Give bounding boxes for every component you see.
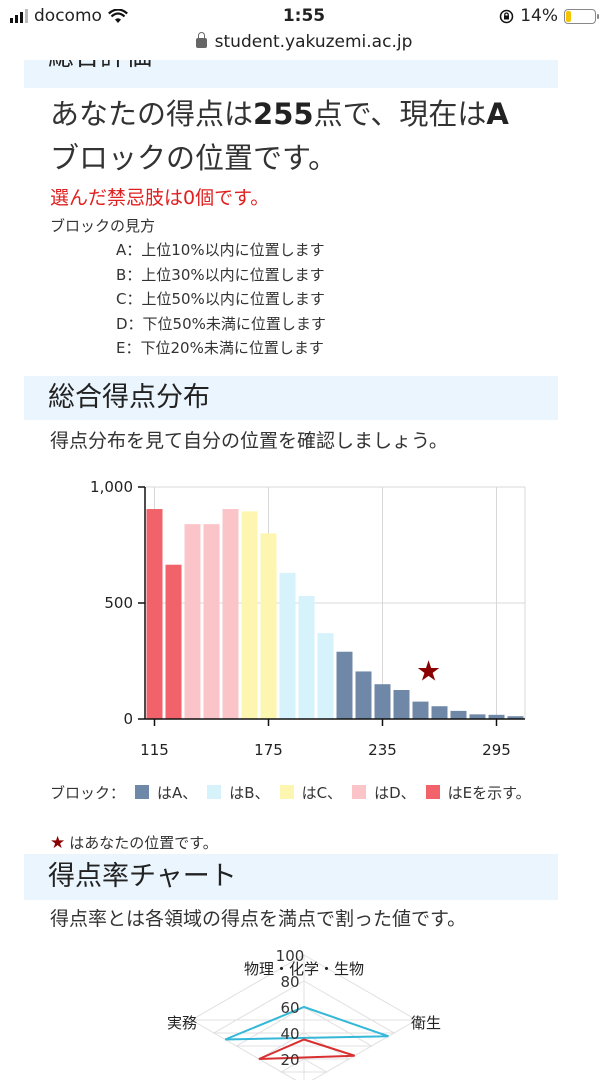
battery-icon <box>564 8 599 24</box>
status-right: 14% <box>499 6 599 26</box>
legend-swatch-b <box>207 785 222 799</box>
block-guide-item: C：上位50%以内に位置します <box>116 290 325 308</box>
legend-swatch-d <box>352 785 367 799</box>
bar <box>279 572 296 719</box>
radar-spoke <box>311 1019 417 1080</box>
block-guide-item: B：上位30%以内に位置します <box>116 265 325 284</box>
lock-icon <box>195 32 207 48</box>
x-tick-label: 295 <box>482 741 511 759</box>
section-title-distribution: 総合得点分布 <box>48 382 210 413</box>
legend-swatch-e <box>425 785 440 799</box>
chart-legend: ブロック： はA、 はB、 はC、 はD、 はEを示す。 <box>50 780 560 806</box>
score-value: 255 <box>253 97 314 131</box>
radar-tick-label: 60 <box>280 999 299 1017</box>
bar <box>184 524 201 719</box>
score-mid: 点で、現在は <box>313 97 487 131</box>
block-guide-list: A：上位10%以内に位置します B：上位30%以内に位置します C：上位50%以… <box>116 238 326 361</box>
bar <box>260 533 277 719</box>
radar-series <box>258 1038 355 1060</box>
block-guide-item: E：下位20%未満に位置します <box>116 339 324 357</box>
section-header-evaluation: 総合評価 <box>24 60 558 88</box>
wifi-icon <box>107 8 128 23</box>
radar-series <box>224 1005 389 1041</box>
bar <box>355 671 372 719</box>
legend-label-e: はEを示す。 <box>447 784 531 802</box>
legend-label-d: はD、 <box>374 784 416 802</box>
radar-axis-label: 実務 <box>167 1014 197 1032</box>
carrier-name: docomo <box>34 6 102 26</box>
url-text[interactable]: student.yakuzemi.ac.jp <box>214 32 413 52</box>
bar <box>241 511 258 719</box>
address-bar[interactable]: student.yakuzemi.ac.jp <box>0 32 608 60</box>
score-summary: あなたの得点は255点で、現在はA ブロックの位置です。 <box>50 92 570 180</box>
star-icon: ★ <box>50 833 66 853</box>
legend-label-b: はB、 <box>229 784 270 802</box>
section-header-ratio: 得点率チャート <box>24 854 558 900</box>
score-suffix: ブロックの位置です。 <box>50 141 338 175</box>
orientation-lock-icon <box>499 9 514 23</box>
section-title-ratio: 得点率チャート <box>48 861 237 892</box>
y-tick-label: 1,000 <box>90 478 133 496</box>
y-tick-label: 500 <box>104 594 133 612</box>
bar <box>393 690 410 719</box>
bar <box>488 714 505 719</box>
block-guide-title: ブロックの見方 <box>50 217 156 235</box>
score-distribution-chart: 0 500 1,000 115 175 235 295 ★ <box>90 478 526 759</box>
battery-percent: 14% <box>520 6 558 26</box>
legend-swatch-c <box>279 785 294 799</box>
block-guide-item: D：下位50%未満に位置します <box>116 314 326 333</box>
radar-axis-label: 衛生 <box>411 1014 441 1032</box>
bar <box>146 509 163 719</box>
bar <box>374 684 391 719</box>
forbidden-count: 選んだ禁忌肢は0個です。 <box>50 187 270 209</box>
y-tick-label: 0 <box>123 710 133 728</box>
legend-swatch-a <box>135 785 150 799</box>
radar-tick-label: 20 <box>280 1051 299 1069</box>
bar <box>222 509 239 719</box>
legend-label-c: はC、 <box>301 784 343 802</box>
x-tick-label: 235 <box>368 741 397 759</box>
legend-prefix: ブロック： <box>50 784 126 802</box>
status-bar: docomo 1:55 14% <box>0 0 608 34</box>
star-note: ★ はあなたの位置です。 <box>50 832 218 853</box>
section-header-distribution: 総合得点分布 <box>24 376 558 420</box>
radar-tick-label: 40 <box>280 1025 299 1043</box>
bar <box>298 596 315 719</box>
section-title-evaluation: 総合評価 <box>48 60 558 70</box>
bar <box>450 710 467 719</box>
radar-spoke <box>191 1019 297 1080</box>
clock: 1:55 <box>282 6 326 26</box>
bar <box>203 524 220 719</box>
bar <box>469 714 486 719</box>
bar <box>507 716 524 719</box>
block-value: A <box>486 97 509 131</box>
ratio-description: 得点率とは各領域の得点を満点で割った値です。 <box>50 908 467 930</box>
x-tick-label: 175 <box>254 741 283 759</box>
bar <box>317 633 334 719</box>
bar <box>431 706 448 719</box>
status-left: docomo <box>10 6 128 26</box>
block-guide-item: A：上位10%以内に位置します <box>116 241 325 259</box>
star-note-text: はあなたの位置です。 <box>69 834 218 852</box>
radar-tick-label: 80 <box>280 973 299 991</box>
position-marker: ★ <box>416 654 441 687</box>
distribution-description: 得点分布を見て自分の位置を確認しましょう。 <box>50 430 448 452</box>
radar-axis-label: 物理・化学・生物 <box>244 960 364 978</box>
score-prefix: あなたの得点は <box>50 97 254 131</box>
x-tick-label: 115 <box>140 741 169 759</box>
radar-tick-label: 100 <box>276 947 305 965</box>
bar <box>336 651 353 719</box>
bar <box>412 701 429 719</box>
bar <box>165 564 182 719</box>
legend-label-a: はA、 <box>157 784 198 802</box>
signal-icon <box>10 9 28 23</box>
